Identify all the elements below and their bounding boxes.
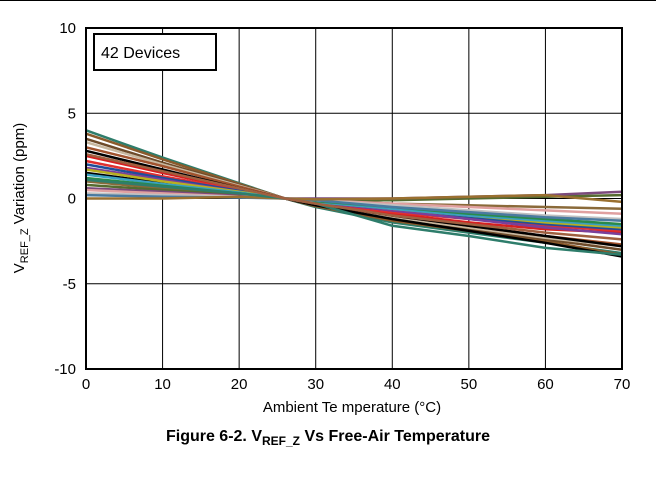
y-axis-title-rest: Variation (ppm) xyxy=(11,123,28,229)
y-tick-label--5: -5 xyxy=(63,276,76,293)
x-tick-label-0: 0 xyxy=(82,376,90,393)
series-line-23 xyxy=(85,152,623,241)
x-tick-label-10: 10 xyxy=(154,376,171,393)
figure-caption: Figure 6-2. VREF_Z Vs Free-Air Temperatu… xyxy=(0,428,656,448)
legend-box-text: 42 Devices xyxy=(101,45,180,62)
y-tick-labels: -10 -5 0 5 10 xyxy=(54,20,76,378)
legend-box: 42 Devices xyxy=(93,33,217,71)
x-tick-label-40: 40 xyxy=(384,376,401,393)
plot-frame xyxy=(85,27,623,370)
y-tick-label--10: -10 xyxy=(54,361,76,378)
series-lines xyxy=(85,129,623,258)
x-tick-label-30: 30 xyxy=(307,376,324,393)
y-tick-label-0: 0 xyxy=(68,191,76,208)
top-rule xyxy=(0,0,656,1)
caption-prefix: Figure 6-2. V xyxy=(165,428,262,445)
x-tick-label-60: 60 xyxy=(537,376,554,393)
x-tick-label-70: 70 xyxy=(614,376,631,393)
y-axis-title: VREF_Z Variation (ppm) xyxy=(11,123,31,273)
x-tick-labels: 0 10 20 30 40 50 60 70 xyxy=(82,376,631,393)
y-tick-label-5: 5 xyxy=(68,105,76,122)
caption-suffix: Vs Free-Air Temperature xyxy=(300,428,491,445)
x-axis-title: Ambient Te mperature (°C) xyxy=(263,399,441,416)
y-axis-title-sub: REF_Z xyxy=(19,228,31,263)
x-tick-label-20: 20 xyxy=(231,376,248,393)
series-line-21 xyxy=(86,193,623,204)
y-tick-label-10: 10 xyxy=(59,20,76,37)
legend-box-frame xyxy=(93,33,217,71)
y-axis-title-main: V xyxy=(11,263,28,273)
x-tick-label-50: 50 xyxy=(461,376,478,393)
caption-subscript: REF_Z xyxy=(262,434,301,449)
